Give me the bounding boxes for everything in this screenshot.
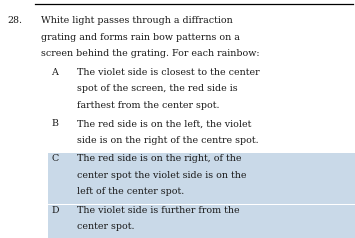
Text: The violet side is further from the: The violet side is further from the (77, 206, 240, 215)
Text: White light passes through a diffraction: White light passes through a diffraction (41, 16, 233, 25)
Text: The violet side is closest to the center: The violet side is closest to the center (77, 68, 260, 77)
Text: center spot the violet side is on the: center spot the violet side is on the (77, 171, 247, 180)
Text: grating and forms rain bow patterns on a: grating and forms rain bow patterns on a (41, 33, 240, 42)
Text: The red side is on the left, the violet: The red side is on the left, the violet (77, 119, 252, 128)
Bar (48, 153, 355, 204)
Text: spot of the screen, the red side is: spot of the screen, the red side is (77, 84, 238, 93)
Text: B: B (51, 119, 59, 128)
Text: The red side is on the right, of the: The red side is on the right, of the (77, 154, 242, 163)
Text: A: A (51, 68, 58, 77)
Text: C: C (51, 154, 59, 163)
Text: side is on the right of the centre spot.: side is on the right of the centre spot. (77, 136, 259, 145)
Text: center spot.: center spot. (77, 222, 135, 231)
Text: farthest from the center spot.: farthest from the center spot. (77, 101, 220, 110)
Text: screen behind the grating. For each rainbow:: screen behind the grating. For each rain… (41, 49, 260, 58)
Text: 28.: 28. (8, 16, 23, 25)
Text: D: D (51, 206, 59, 215)
Bar (48, 205, 355, 238)
Text: left of the center spot.: left of the center spot. (77, 187, 185, 196)
